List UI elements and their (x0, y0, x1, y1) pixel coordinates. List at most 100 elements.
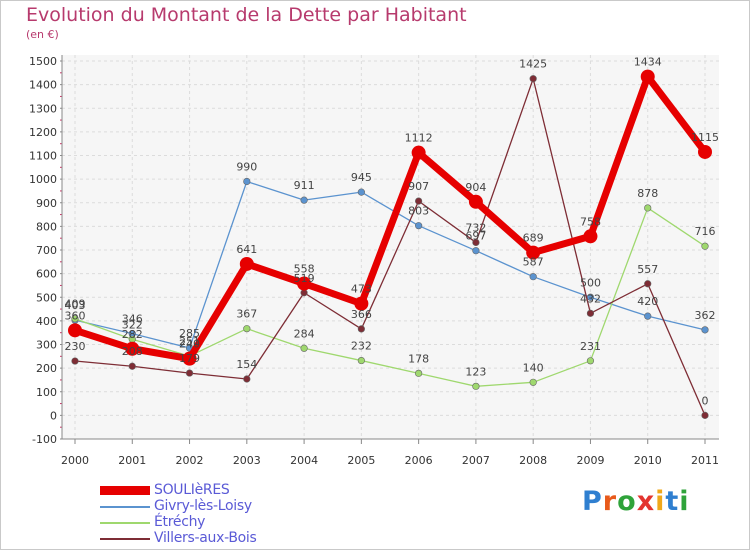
data-point (357, 325, 365, 333)
data-point (472, 382, 480, 390)
legend-label-villers: Villers-aux-Bois (154, 530, 257, 546)
data-point (529, 75, 537, 83)
data-label: 911 (294, 179, 315, 192)
y-tick-label: 400 (36, 315, 57, 328)
x-tick-label: 2001 (118, 454, 146, 467)
data-label: 123 (465, 365, 486, 378)
y-tick-label: 1400 (29, 79, 57, 92)
y-tick-label: 800 (36, 220, 57, 233)
y-tick-label: 1000 (29, 173, 57, 186)
data-point (640, 69, 655, 84)
data-label: 240 (179, 338, 200, 351)
data-point (300, 344, 308, 352)
y-tick-label: 700 (36, 244, 57, 257)
data-label: 473 (351, 283, 372, 296)
data-label: 179 (179, 352, 200, 365)
data-label: 322 (122, 318, 143, 331)
data-label: 907 (408, 180, 429, 193)
series-line-2 (74, 207, 706, 387)
data-point (529, 273, 537, 281)
logo-letter: o (617, 486, 637, 517)
legend-label-givry: Givry-lès-Loisy (154, 498, 252, 514)
y-tick-label: 900 (36, 197, 57, 210)
data-label: 803 (408, 205, 429, 218)
logo-letter: i (655, 486, 666, 517)
data-point (698, 144, 712, 159)
x-tick-label: 2008 (519, 454, 547, 467)
x-tick-label: 2005 (347, 454, 375, 467)
data-point (701, 326, 709, 334)
data-point (586, 309, 595, 317)
y-tick-label: 200 (36, 362, 57, 375)
logo-letter: x (636, 486, 656, 517)
data-label: 232 (351, 340, 372, 353)
legend-swatch-villers (100, 538, 150, 540)
data-point (300, 196, 308, 204)
data-label: 208 (122, 345, 143, 358)
data-point (125, 341, 140, 356)
legend-swatch-givry (100, 506, 150, 508)
data-point (526, 245, 541, 260)
data-point (583, 229, 598, 244)
legend-swatch-soulieres (100, 486, 150, 495)
series-line-1 (74, 180, 706, 349)
data-label: 689 (523, 232, 544, 245)
data-point (357, 356, 365, 365)
legend-label-etrechy: Étréchy (154, 514, 206, 530)
data-point (243, 325, 251, 333)
data-label: 154 (236, 358, 257, 371)
y-tick-label: 100 (36, 386, 57, 399)
data-point (71, 315, 79, 323)
x-tick-label: 2002 (176, 454, 204, 467)
data-label: 178 (408, 352, 429, 365)
y-tick-label: 1200 (29, 126, 57, 139)
data-label: 284 (294, 327, 315, 340)
data-label: 758 (580, 215, 601, 228)
data-label: 285 (179, 327, 200, 340)
data-label: 420 (637, 295, 658, 308)
data-label: 557 (637, 263, 658, 276)
data-label: 0 (702, 394, 709, 407)
data-point (529, 378, 537, 386)
y-tick-label: 300 (36, 339, 57, 352)
proxiti-logo: Proxiti (582, 486, 690, 517)
data-label: 366 (351, 308, 372, 321)
data-point (644, 280, 652, 288)
data-point (243, 375, 251, 383)
data-point (354, 296, 369, 311)
data-point (239, 256, 254, 271)
plot-area (62, 55, 719, 439)
data-point (415, 222, 423, 230)
data-point (185, 369, 194, 377)
data-point (468, 194, 483, 209)
x-tick-label: 2006 (405, 454, 433, 467)
x-tick-label: 2010 (634, 454, 662, 467)
y-tick-label: -100 (32, 433, 57, 446)
data-point (357, 188, 365, 196)
data-label: 1112 (405, 132, 433, 145)
x-tick-label: 2004 (290, 454, 318, 467)
data-label: 697 (465, 230, 486, 243)
data-point (644, 312, 652, 320)
logo-letter: t (665, 486, 680, 517)
legend-swatch-etrechy (100, 522, 150, 524)
data-point (297, 276, 312, 291)
data-label: 409 (65, 298, 86, 311)
data-point (411, 145, 426, 160)
data-label: 251 (179, 335, 200, 348)
data-label: 230 (65, 340, 86, 353)
series-line-0 (71, 73, 709, 363)
data-point (472, 247, 480, 255)
logo-letter: P (582, 486, 603, 517)
data-label: 1425 (519, 58, 547, 71)
data-label: 716 (695, 225, 716, 238)
chart-subtitle: (en €) (26, 28, 59, 41)
chart-title: Evolution du Montant de la Dette par Hab… (26, 4, 467, 26)
data-label: 945 (351, 171, 372, 184)
data-label: 140 (523, 361, 544, 374)
data-label: 558 (294, 263, 315, 276)
data-label: 367 (236, 308, 257, 321)
data-label: 432 (580, 292, 601, 305)
y-tick-label: 0 (50, 409, 57, 422)
